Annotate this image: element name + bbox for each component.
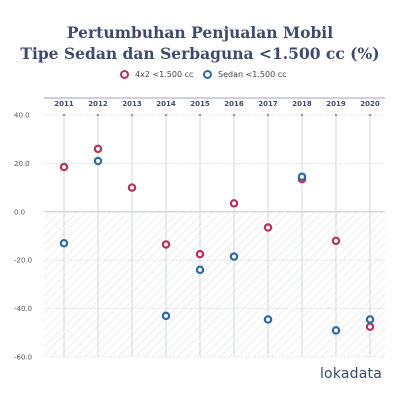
x-column-cap <box>334 113 338 117</box>
x-tick-label: 2017 <box>258 100 278 108</box>
y-tick-label: -60.0 <box>14 354 32 362</box>
x-column-cap <box>198 113 202 117</box>
y-tick-label: 40.0 <box>14 112 30 120</box>
legend-label-series-2: Sedan <1.500 cc <box>218 70 287 79</box>
grid-layer <box>44 113 385 358</box>
chart-legend: 4x2 <1.500 cc Sedan <1.500 cc <box>0 70 400 84</box>
x-column-cap <box>62 113 66 117</box>
x-column-cap <box>266 113 270 117</box>
data-point-series-1 <box>365 322 375 331</box>
x-column-cap <box>232 113 236 117</box>
data-point-series-2 <box>59 239 69 248</box>
data-point-series-1 <box>263 223 273 232</box>
x-tick-label: 2019 <box>326 100 346 108</box>
data-point-series-2 <box>297 172 307 181</box>
x-column-cap <box>96 113 100 117</box>
x-tick-label: 2018 <box>292 100 312 108</box>
x-column-cap <box>368 113 372 117</box>
legend-marker-series-2 <box>203 70 212 79</box>
x-tick-label: 2020 <box>360 100 380 108</box>
y-tick-label: 0.0 <box>14 208 25 216</box>
data-point-series-1 <box>127 183 137 192</box>
y-tick-label: 20.0 <box>14 160 30 168</box>
data-point-series-1 <box>59 162 69 172</box>
point-layer <box>59 144 375 335</box>
y-tick-label: -40.0 <box>14 305 32 313</box>
brand-logo: lokadata <box>319 366 382 382</box>
x-tick-label: 2011 <box>54 100 74 108</box>
data-point-series-2 <box>263 315 273 324</box>
x-tick-label: 2016 <box>224 100 244 108</box>
x-tick-label: 2014 <box>156 100 176 108</box>
data-point-series-2 <box>229 252 239 261</box>
data-point-series-1 <box>195 249 205 259</box>
data-point-series-2 <box>331 326 341 335</box>
x-tick-label: 2013 <box>122 100 142 108</box>
x-column-cap <box>300 113 304 117</box>
x-column-cap <box>164 113 168 117</box>
legend-label-series-1: 4x2 <1.500 cc <box>135 70 194 79</box>
data-point-series-2 <box>161 311 171 321</box>
axis-layer: 40.0 20.0 0.0 -20.0 -40.0 -60.0 2011 2012 2013 20… <box>14 97 385 362</box>
data-point-series-1 <box>331 236 341 246</box>
data-point-series-2 <box>195 265 205 275</box>
x-tick-label: 2012 <box>88 100 108 108</box>
legend-marker-series-1 <box>120 70 129 79</box>
data-point-series-1 <box>229 199 239 208</box>
x-tick-label: 2015 <box>190 100 210 108</box>
chart-title-line-1: Pertumbuhan Penjualan Mobil <box>66 23 334 42</box>
legend-item-series-1: 4x2 <1.500 cc <box>120 70 193 79</box>
y-tick-label: -20.0 <box>14 257 32 265</box>
data-point-series-1 <box>161 240 171 249</box>
data-point-series-2 <box>93 156 103 166</box>
x-column-cap <box>130 113 134 117</box>
data-point-series-1 <box>93 144 103 154</box>
data-point-series-2 <box>365 315 375 324</box>
legend-item-series-2: Sedan <1.500 cc <box>203 70 287 79</box>
chart-title-line-2: Tipe Sedan dan Serbaguna <1.500 cc (%) <box>20 44 380 63</box>
negative-region-hatch <box>44 211 385 357</box>
chart-title: Pertumbuhan Penjualan Mobil Tipe Sedan d… <box>0 22 400 64</box>
